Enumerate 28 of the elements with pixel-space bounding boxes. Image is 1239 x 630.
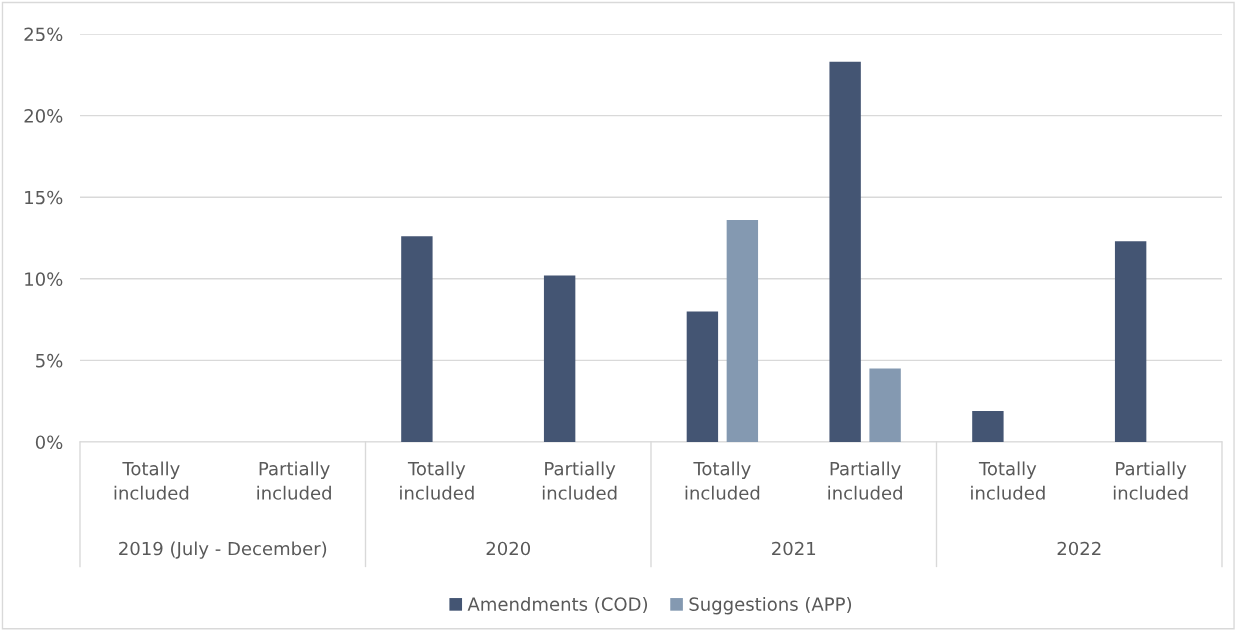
text: 2022 bbox=[1057, 541, 1101, 556]
y-tick-label: 15% bbox=[25, 190, 63, 205]
y-tick-label: 20% bbox=[24, 109, 63, 123]
y-tick-label: 0% bbox=[35, 435, 63, 450]
x-tick-label: Totally included bbox=[685, 461, 760, 500]
text: 2021 bbox=[772, 541, 816, 556]
text: 2020 bbox=[486, 541, 531, 556]
y-tick-label: 25% bbox=[24, 27, 63, 42]
bar bbox=[869, 368, 901, 442]
legend-label: Suggestions (APP) bbox=[689, 596, 852, 615]
x-tick-label: Partially included bbox=[542, 461, 617, 500]
x-tick-label: Partially included bbox=[257, 461, 331, 500]
bar bbox=[972, 410, 1004, 442]
x-tick-label: Partially included bbox=[828, 461, 902, 500]
x-tick-label: Partially included bbox=[1113, 461, 1188, 500]
legend-label: Amendments (COD) bbox=[467, 596, 648, 614]
text: 2019 (July - December) bbox=[119, 541, 327, 559]
bar bbox=[686, 311, 719, 442]
bar bbox=[726, 220, 759, 442]
bar bbox=[401, 236, 433, 442]
x-tick-label: Totally included bbox=[400, 461, 474, 500]
bar bbox=[829, 61, 861, 442]
x-tick-label: Totally included bbox=[971, 461, 1045, 500]
bar bbox=[1114, 241, 1147, 442]
y-tick-label: 10% bbox=[25, 272, 63, 286]
x-tick-label: Totally included bbox=[114, 461, 189, 500]
bar bbox=[543, 275, 576, 442]
y-tick-label: 5% bbox=[36, 353, 63, 368]
